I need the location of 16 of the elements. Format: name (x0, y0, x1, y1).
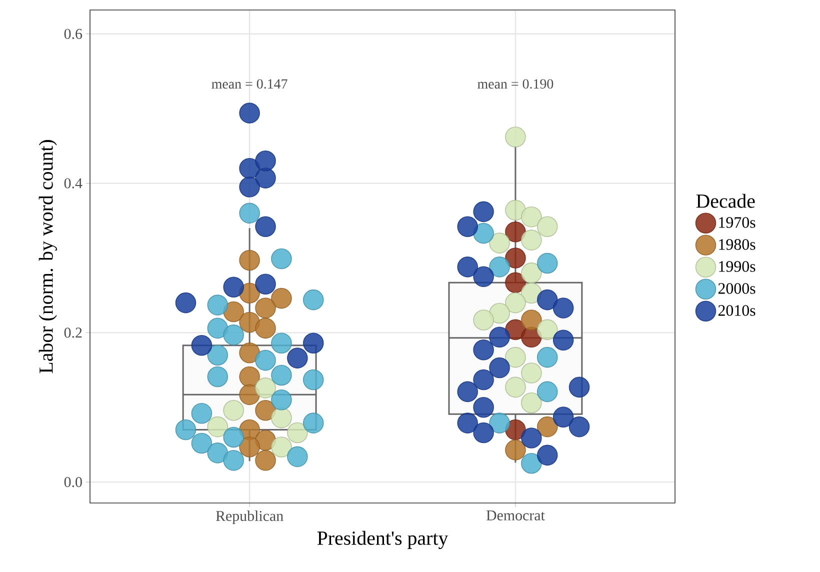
x-axis-title: President's party (317, 530, 448, 550)
x-tick-label: Democrat (486, 510, 545, 520)
legend-title: Decade (696, 194, 755, 208)
y-tick-label: 0.4 (64, 178, 82, 188)
legend-label: 1980s (719, 239, 756, 250)
legend-label: 2010s (718, 305, 756, 316)
y-tick-label: 0.2 (64, 328, 82, 338)
legend-label: 2000s (718, 283, 756, 294)
y-axis-title: Labor (norm. by word count) (38, 140, 57, 374)
legend-label: 1990s (719, 261, 756, 272)
x-tick-label: Republican (216, 510, 284, 524)
y-tick-label: 0.6 (64, 28, 82, 39)
y-tick-label: 0.0 (64, 476, 82, 488)
annotation: mean = 0.147 (212, 79, 288, 89)
legend-label: 1970s (719, 217, 756, 228)
annotation: mean = 0.190 (478, 79, 554, 89)
